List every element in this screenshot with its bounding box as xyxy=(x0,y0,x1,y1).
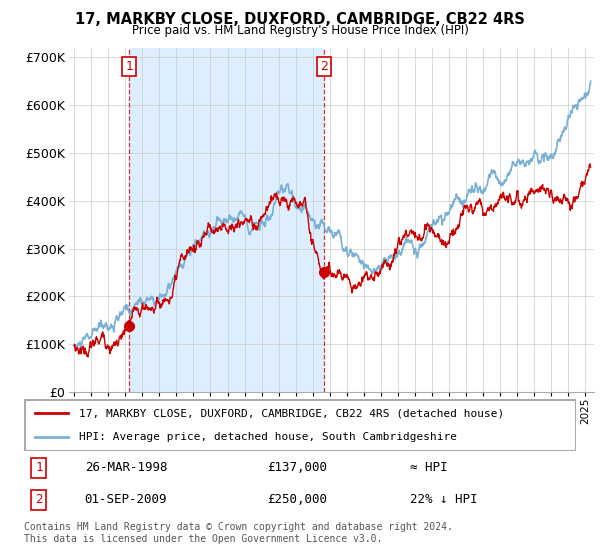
FancyBboxPatch shape xyxy=(25,400,575,450)
Text: 01-SEP-2009: 01-SEP-2009 xyxy=(85,493,167,506)
Text: 1: 1 xyxy=(125,60,133,73)
Text: 26-MAR-1998: 26-MAR-1998 xyxy=(85,461,167,474)
Text: ≈ HPI: ≈ HPI xyxy=(410,461,448,474)
Text: Contains HM Land Registry data © Crown copyright and database right 2024.
This d: Contains HM Land Registry data © Crown c… xyxy=(24,522,453,544)
Text: 17, MARKBY CLOSE, DUXFORD, CAMBRIDGE, CB22 4RS: 17, MARKBY CLOSE, DUXFORD, CAMBRIDGE, CB… xyxy=(75,12,525,27)
Text: 2: 2 xyxy=(320,60,328,73)
Text: 2: 2 xyxy=(35,493,43,506)
Text: 1: 1 xyxy=(35,461,43,474)
Text: Price paid vs. HM Land Registry's House Price Index (HPI): Price paid vs. HM Land Registry's House … xyxy=(131,24,469,36)
Bar xyxy=(129,48,324,392)
Text: HPI: Average price, detached house, South Cambridgeshire: HPI: Average price, detached house, Sout… xyxy=(79,432,457,442)
Text: 17, MARKBY CLOSE, DUXFORD, CAMBRIDGE, CB22 4RS (detached house): 17, MARKBY CLOSE, DUXFORD, CAMBRIDGE, CB… xyxy=(79,408,505,418)
Text: 22% ↓ HPI: 22% ↓ HPI xyxy=(410,493,478,506)
Text: £250,000: £250,000 xyxy=(267,493,327,506)
Text: £137,000: £137,000 xyxy=(267,461,327,474)
